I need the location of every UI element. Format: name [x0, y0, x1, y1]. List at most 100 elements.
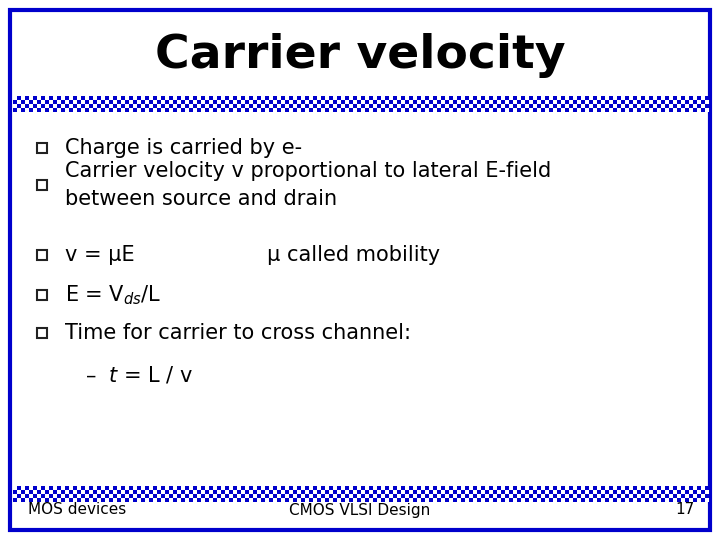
Bar [177, 498, 181, 502]
Bar [461, 498, 465, 502]
Bar [141, 494, 145, 498]
Bar [685, 490, 689, 494]
Bar [581, 96, 585, 100]
Bar [133, 486, 137, 490]
Bar [357, 486, 361, 490]
Bar [441, 108, 445, 112]
Bar [377, 486, 381, 490]
Bar [425, 96, 429, 100]
Bar [557, 486, 561, 490]
Bar [37, 490, 41, 494]
Bar [257, 96, 261, 100]
Bar [469, 498, 473, 502]
Bar [617, 96, 621, 100]
Bar [337, 490, 341, 494]
Bar [413, 490, 417, 494]
Bar [29, 486, 33, 490]
Bar [453, 486, 457, 490]
Bar [45, 498, 49, 502]
Bar [653, 486, 657, 490]
Bar [577, 104, 581, 108]
Bar [557, 100, 561, 104]
Bar [561, 96, 565, 100]
Bar [73, 498, 77, 502]
Bar [405, 494, 409, 498]
Bar [157, 104, 161, 108]
Bar [493, 96, 497, 100]
Bar [441, 96, 445, 100]
Bar [345, 108, 349, 112]
Bar [217, 486, 221, 490]
Bar [529, 490, 533, 494]
Bar [645, 100, 649, 104]
Bar [281, 104, 285, 108]
Bar [233, 108, 237, 112]
Bar [533, 96, 537, 100]
Bar [201, 96, 205, 100]
Bar [361, 96, 365, 100]
Bar [49, 100, 53, 104]
Bar [669, 96, 673, 100]
Bar [189, 498, 193, 502]
Bar [509, 494, 513, 498]
Bar [425, 108, 429, 112]
Bar [705, 486, 709, 490]
Bar [285, 494, 289, 498]
Bar [297, 108, 301, 112]
Bar [673, 498, 677, 502]
Bar [77, 100, 81, 104]
Bar [141, 486, 145, 490]
Bar [25, 100, 29, 104]
Bar [185, 498, 189, 502]
Bar [617, 494, 621, 498]
Bar [365, 108, 369, 112]
Bar [497, 108, 501, 112]
Bar [469, 96, 473, 100]
Bar [273, 486, 277, 490]
Bar [361, 108, 365, 112]
Bar [73, 104, 77, 108]
Bar [469, 486, 473, 490]
Bar [409, 490, 413, 494]
Bar [209, 108, 213, 112]
Bar [229, 108, 233, 112]
Bar [237, 498, 241, 502]
Bar [289, 100, 293, 104]
Bar [601, 100, 605, 104]
Bar [73, 96, 77, 100]
Bar [137, 490, 141, 494]
Bar [281, 490, 285, 494]
Bar [305, 96, 309, 100]
Bar [693, 108, 697, 112]
Bar [321, 100, 325, 104]
Bar [181, 494, 185, 498]
Bar [189, 494, 193, 498]
Bar [577, 486, 581, 490]
Bar [393, 494, 397, 498]
Bar [481, 498, 485, 502]
Bar [541, 104, 545, 108]
Bar [65, 486, 69, 490]
Bar [57, 96, 61, 100]
Bar [109, 494, 113, 498]
Bar [705, 108, 709, 112]
Bar [421, 108, 425, 112]
Bar [405, 498, 409, 502]
Bar [153, 490, 157, 494]
Bar [697, 108, 701, 112]
Bar [25, 96, 29, 100]
Bar [429, 108, 433, 112]
Bar [157, 108, 161, 112]
Bar [73, 100, 77, 104]
Bar [645, 486, 649, 490]
Bar [497, 494, 501, 498]
Bar [37, 486, 41, 490]
Bar [481, 96, 485, 100]
Bar [37, 143, 47, 153]
Bar [677, 100, 681, 104]
Bar [425, 104, 429, 108]
Bar [161, 108, 165, 112]
Bar [477, 96, 481, 100]
Bar [469, 494, 473, 498]
Bar [609, 100, 613, 104]
